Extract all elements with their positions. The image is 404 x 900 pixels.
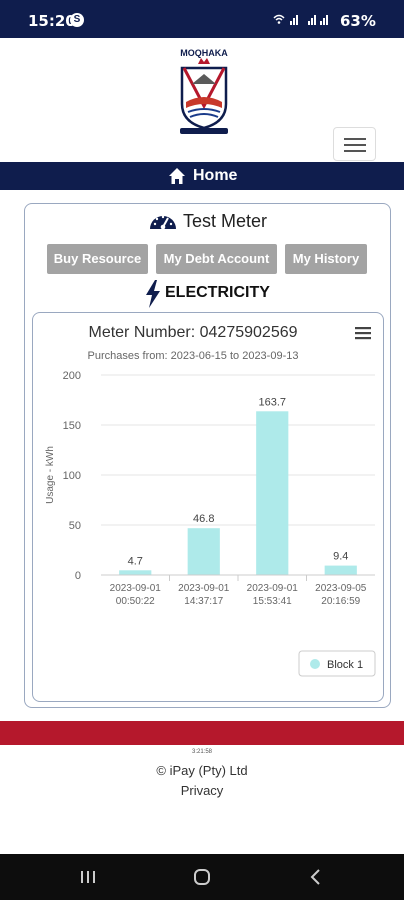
y-tick-label: 100 xyxy=(63,470,81,482)
y-tick-labels: 0 50 100 150 200 xyxy=(63,370,81,582)
grid-lines xyxy=(101,374,375,576)
bar-data-label: 9.4 xyxy=(333,551,348,563)
my-history-button[interactable]: My History xyxy=(285,244,367,274)
bar[interactable] xyxy=(187,528,220,575)
bar-data-label: 163.7 xyxy=(258,396,286,408)
y-tick-label: 200 xyxy=(63,370,81,382)
notification-icon: S xyxy=(70,13,84,27)
x-tick-label: 00:50:22 xyxy=(116,596,155,607)
x-tick-label: 2023-09-05 xyxy=(315,583,367,594)
buy-resource-button[interactable]: Buy Resource xyxy=(47,244,148,274)
lightning-bolt-icon xyxy=(146,280,160,308)
bar[interactable] xyxy=(324,565,357,575)
x-tick-label: 14:37:17 xyxy=(184,596,223,607)
bar[interactable] xyxy=(256,411,289,575)
x-tick-label: 15:53:41 xyxy=(253,596,292,607)
bars xyxy=(119,411,357,575)
municipality-logo[interactable]: MOQHAKA xyxy=(172,44,236,136)
my-debt-account-button[interactable]: My Debt Account xyxy=(156,244,277,274)
signal-icons xyxy=(272,12,334,29)
data-labels: 4.7 46.8 163.7 9.4 xyxy=(128,396,349,567)
menu-icon-bar xyxy=(344,144,366,146)
y-axis-label: Usage - kWh xyxy=(45,446,56,504)
battery-level: 63% xyxy=(340,12,376,30)
chart-menu-icon[interactable] xyxy=(355,327,371,340)
gauge-icon xyxy=(150,215,176,230)
resource-type-label: ELECTRICITY xyxy=(165,284,270,301)
legend-marker-icon xyxy=(310,659,320,669)
y-tick-label: 0 xyxy=(75,570,81,582)
home-label: Home xyxy=(193,167,238,184)
legend[interactable]: Block 1 xyxy=(298,650,376,677)
privacy-link[interactable]: Privacy xyxy=(180,783,224,798)
meter-title: Test Meter xyxy=(183,211,268,231)
recent-apps-icon[interactable] xyxy=(68,864,108,890)
logo-text: MOQHAKA xyxy=(180,48,228,58)
x-tick-label: 2023-09-01 xyxy=(110,583,162,594)
chart-title: Meter Number: 04275902569 xyxy=(88,324,297,341)
footer-copyright: © iPay (Pty) Ltd xyxy=(156,763,248,778)
x-tick-labels: 2023-09-01 00:50:22 2023-09-01 14:37:17 2023… xyxy=(101,574,375,607)
site-header: MOQHAKA xyxy=(0,38,404,162)
menu-icon-bar xyxy=(344,150,366,152)
bar-data-label: 46.8 xyxy=(193,513,214,525)
hamburger-menu-button[interactable] xyxy=(333,127,376,161)
chart-subtitle: Purchases from: 2023-06-15 to 2023-09-13 xyxy=(88,350,299,362)
x-tick-label: 2023-09-01 xyxy=(247,583,299,594)
y-tick-label: 50 xyxy=(69,520,81,532)
bar[interactable] xyxy=(119,570,152,575)
footer-timestamp: 3:21:58 xyxy=(191,749,213,755)
x-tick-label: 20:16:59 xyxy=(321,596,360,607)
home-circle-icon[interactable] xyxy=(182,864,222,890)
status-time: 15:20 xyxy=(28,12,76,30)
status-bar: 15:20 S 63% xyxy=(0,0,404,38)
home-nav-bar[interactable]: Home xyxy=(0,162,404,190)
x-tick-label: 2023-09-01 xyxy=(178,583,230,594)
usage-chart-svg: Meter Number: 04275902569 Purchases from… xyxy=(45,324,376,677)
home-icon xyxy=(169,168,185,184)
bar-data-label: 4.7 xyxy=(128,555,143,567)
wifi-signal-icon xyxy=(273,14,328,25)
legend-label: Block 1 xyxy=(327,659,363,671)
meter-card: Test Meter Buy Resource My Debt Account … xyxy=(24,203,391,708)
y-tick-label: 150 xyxy=(63,420,81,432)
footer-red-band xyxy=(0,721,404,745)
system-nav-bar xyxy=(0,854,404,900)
meter-title-row: Test Meter xyxy=(25,204,390,238)
back-icon[interactable] xyxy=(296,864,336,890)
usage-chart: Meter Number: 04275902569 Purchases from… xyxy=(32,312,384,702)
menu-icon-bar xyxy=(344,138,366,140)
